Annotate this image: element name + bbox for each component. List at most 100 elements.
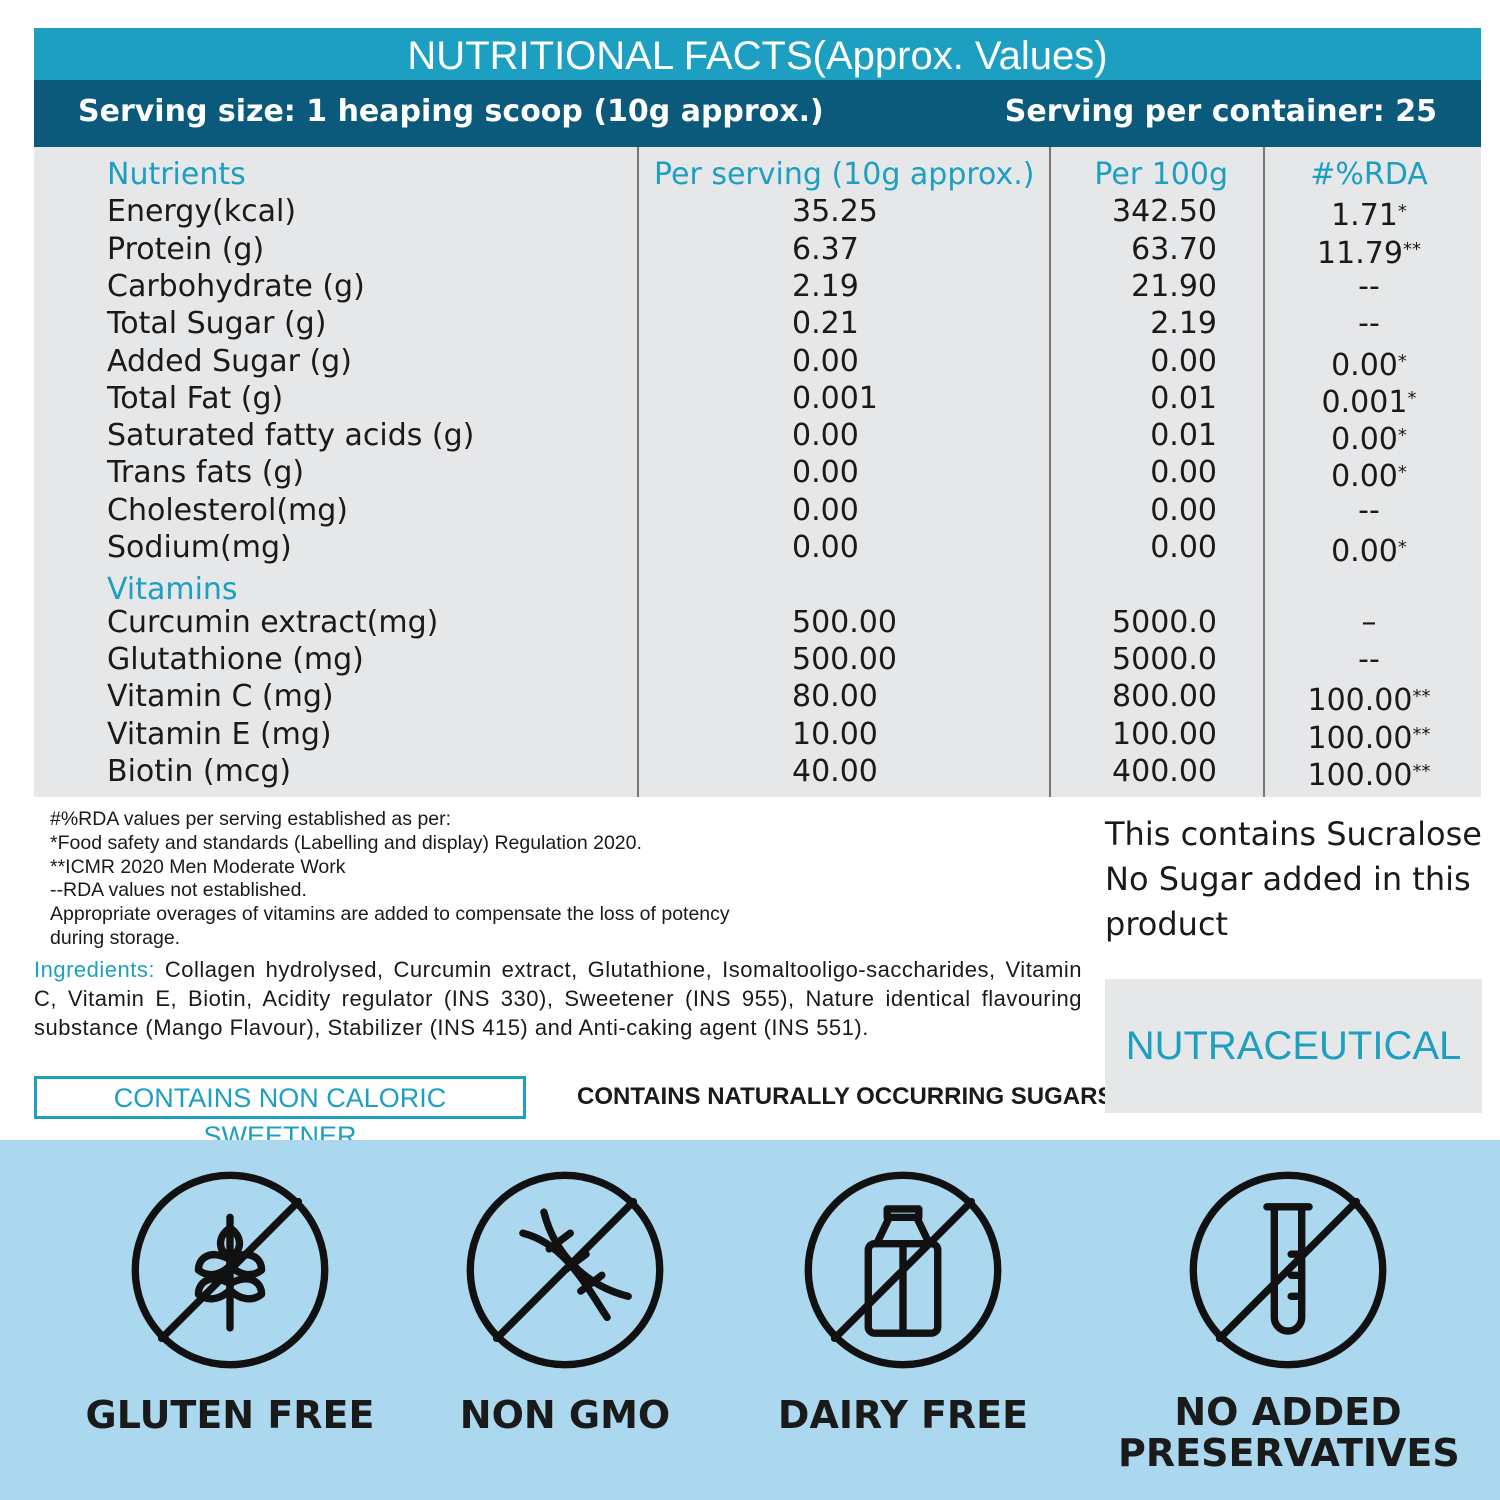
rda-footnote-mark: *	[1397, 201, 1407, 223]
rda-value: 100.00**	[1307, 757, 1431, 793]
rda-footnote-mark: *	[1407, 387, 1417, 409]
nutrient-name: Biotin (mcg)	[107, 753, 292, 789]
vitamins-heading: Vitamins	[34, 571, 1481, 608]
table-row: Vitamin C (mg) 80.00 800.00 100.00**	[34, 678, 1481, 718]
servings-per-container: Serving per container: 25	[1004, 94, 1437, 129]
table-row: Saturated fatty acids (g) 0.00 0.01 0.00*	[34, 417, 1481, 457]
col-per-serving: Per serving (10g approx.)	[654, 157, 1035, 192]
column-divider	[1263, 147, 1265, 797]
rda-value: --	[1358, 492, 1380, 528]
rda-value: 100.00**	[1307, 683, 1431, 719]
per-100g-value: 0.00	[1150, 530, 1217, 565]
nutrient-name: Energy(kcal)	[107, 194, 297, 230]
table-row: Total Fat (g) 0.001 0.01 0.001*	[34, 380, 1481, 420]
rda-value: 100.00**	[1307, 720, 1431, 756]
natural-sugars-note: CONTAINS NATURALLY OCCURRING SUGARS	[577, 1083, 1114, 1110]
footnote-line: *Food safety and standards (Labelling an…	[50, 831, 642, 854]
table-row: Biotin (mcg) 40.00 400.00 100.00**	[34, 753, 1481, 793]
nutrient-name: Total Sugar (g)	[107, 306, 327, 342]
per-100g-value: 0.01	[1150, 380, 1217, 416]
rda-value: 0.001*	[1321, 384, 1417, 420]
rda-footnote-mark: **	[1412, 686, 1431, 708]
per-serving-value: 0.00	[792, 455, 859, 491]
column-divider	[637, 147, 639, 797]
badge-label: NON GMO	[459, 1393, 671, 1437]
per-100g-value: 0.00	[1150, 455, 1217, 491]
per-100g-value: 5000.0	[1112, 604, 1217, 640]
serving-size: Serving size: 1 heaping scoop (10g appro…	[78, 94, 824, 129]
table-row: Trans fats (g) 0.00 0.00 0.00*	[34, 454, 1481, 494]
table-row: Vitamin E (mg) 10.00 100.00 100.00**	[34, 716, 1481, 756]
nutrient-name: Curcumin extract(mg)	[107, 604, 439, 640]
table-header: Nutrients Per serving (10g approx.) Per …	[34, 156, 1481, 193]
nutrient-name: Protein (g)	[107, 231, 265, 267]
ingredients-label: Ingredients:	[34, 957, 155, 982]
ingredients-text: Collagen hydrolysed, Curcumin extract, G…	[34, 957, 1082, 1040]
per-100g-value: 100.00	[1112, 716, 1217, 752]
column-divider	[1049, 147, 1051, 797]
per-serving-value: 2.19	[792, 268, 859, 304]
col-nutrients: Nutrients	[107, 157, 246, 192]
per-100g-value: 342.50	[1112, 194, 1217, 230]
footnotes: #%RDA values per serving established as …	[50, 808, 730, 951]
per-100g-value: 400.00	[1112, 753, 1217, 789]
table-row: Carbohydrate (g) 2.19 21.90 --	[34, 268, 1481, 305]
rda-value: --	[1358, 268, 1380, 304]
category-box: NUTRACEUTICAL	[1105, 979, 1482, 1113]
per-serving-value: 35.25	[792, 194, 878, 230]
rda-value: 0.00*	[1331, 347, 1407, 383]
rda-value: 0.00*	[1331, 534, 1407, 569]
nutrient-name: Cholesterol(mg)	[107, 492, 348, 528]
badges-band: GLUTEN FREE NON GMO DAIRY FREE NO ADDED PRE…	[0, 1140, 1500, 1500]
per-serving-value: 500.00	[792, 641, 897, 677]
wheat-crossed-icon	[131, 1171, 329, 1369]
footnote-line: during storage.	[50, 926, 181, 949]
footnote-line: #%RDA values per serving established as …	[50, 808, 452, 830]
rda-value: --	[1358, 641, 1380, 677]
table-row: Total Sugar (g) 0.21 2.19 --	[34, 305, 1481, 342]
badge: NO ADDED PRESERVATIVES	[1108, 1140, 1468, 1474]
nutrient-name: Vitamin E (mg)	[107, 716, 332, 752]
badge-label: NO ADDED PRESERVATIVES	[1118, 1390, 1460, 1475]
rda-value: --	[1358, 306, 1380, 342]
per-serving-value: 0.00	[792, 343, 859, 379]
badge: GLUTEN FREE	[50, 1140, 410, 1436]
sucralose-note: This contains Sucralose No Sugar added i…	[1105, 815, 1482, 943]
per-serving-value: 40.00	[792, 753, 878, 789]
serving-bar: Serving size: 1 heaping scoop (10g appro…	[34, 80, 1481, 147]
per-100g-value: 0.01	[1150, 418, 1217, 454]
per-100g-value: 2.19	[1150, 306, 1217, 342]
nutrient-name: Sodium(mg)	[107, 530, 292, 565]
rda-footnote-mark: **	[1412, 723, 1431, 745]
vitamins-label: Vitamins	[107, 572, 238, 608]
nutrition-table: Nutrients Per serving (10g approx.) Per …	[34, 147, 1481, 797]
footnote-line: --RDA values not established.	[50, 879, 307, 902]
nutrient-name: Added Sugar (g)	[107, 343, 352, 379]
table-title: NUTRITIONAL FACTS(Approx. Values)	[34, 28, 1481, 80]
nutrient-name: Total Fat (g)	[107, 380, 284, 416]
table-row: Glutathione (mg) 500.00 5000.0 --	[34, 641, 1481, 678]
table-row: Protein (g) 6.37 63.70 11.79**	[34, 231, 1481, 271]
per-100g-value: 800.00	[1112, 679, 1217, 715]
rda-footnote-mark: **	[1412, 760, 1431, 782]
per-100g-value: 63.70	[1131, 231, 1217, 267]
rda-footnote-mark: *	[1397, 537, 1407, 558]
per-serving-value: 0.00	[792, 530, 859, 565]
per-100g-value: 21.90	[1131, 268, 1217, 304]
col-per-100g: Per 100g	[1094, 157, 1228, 192]
per-100g-value: 5000.0	[1112, 641, 1217, 677]
rda-value: 0.00*	[1331, 459, 1407, 495]
table-row: Added Sugar (g) 0.00 0.00 0.00*	[34, 343, 1481, 383]
badge-label: DAIRY FREE	[777, 1393, 1029, 1437]
badge: NON GMO	[385, 1140, 745, 1436]
table-row: Sodium(mg) 0.00 0.00 0.00*	[34, 529, 1481, 569]
footnote-line: **ICMR 2020 Men Moderate Work	[50, 855, 346, 878]
per-100g-value: 0.00	[1150, 343, 1217, 379]
badge: DAIRY FREE	[723, 1140, 1083, 1436]
milk-carton-crossed-icon	[804, 1171, 1002, 1369]
per-serving-value: 0.21	[792, 306, 859, 342]
rda-value: –	[1361, 604, 1377, 640]
nutrient-name: Carbohydrate (g)	[107, 268, 365, 304]
nutrient-name: Saturated fatty acids (g)	[107, 418, 475, 454]
ingredients: Ingredients: Collagen hydrolysed, Curcum…	[34, 955, 1082, 1042]
